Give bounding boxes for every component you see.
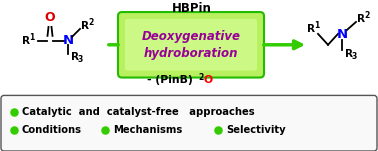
Text: O: O: [204, 75, 213, 85]
Text: 2: 2: [364, 11, 369, 21]
Text: R: R: [71, 52, 79, 62]
Text: Selectivity: Selectivity: [226, 125, 286, 135]
Text: Conditions: Conditions: [22, 125, 82, 135]
Text: - (PinB): - (PinB): [147, 75, 193, 85]
Text: 3: 3: [352, 52, 357, 61]
Text: 2: 2: [88, 18, 93, 27]
Text: Mechanisms: Mechanisms: [113, 125, 182, 135]
Text: O: O: [45, 11, 55, 24]
Text: R: R: [307, 24, 315, 34]
Text: R: R: [345, 49, 353, 59]
Text: 1: 1: [29, 33, 34, 42]
Text: Deoxygenative
hydroboration: Deoxygenative hydroboration: [141, 30, 240, 60]
Text: R: R: [22, 36, 30, 46]
Text: Catalytic  and  catalyst-free   approaches: Catalytic and catalyst-free approaches: [22, 107, 255, 117]
FancyBboxPatch shape: [118, 12, 264, 78]
Text: HBPin: HBPin: [172, 2, 212, 14]
FancyBboxPatch shape: [125, 19, 257, 71]
Text: R: R: [81, 21, 89, 31]
Text: R: R: [357, 14, 365, 24]
FancyBboxPatch shape: [1, 95, 377, 151]
Text: 2: 2: [198, 73, 203, 82]
Text: 3: 3: [78, 55, 83, 64]
Text: N: N: [62, 34, 74, 47]
Text: 1: 1: [314, 21, 319, 30]
Text: N: N: [336, 28, 347, 41]
